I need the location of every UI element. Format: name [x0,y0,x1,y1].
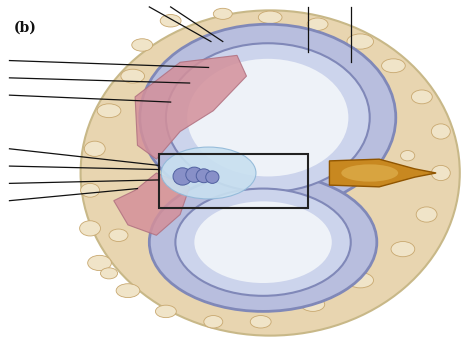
Ellipse shape [140,24,396,211]
Ellipse shape [132,39,153,51]
Ellipse shape [196,169,211,183]
Ellipse shape [307,18,328,30]
Ellipse shape [161,147,256,199]
Ellipse shape [160,15,181,27]
Ellipse shape [258,11,282,24]
Bar [159,154,308,208]
Ellipse shape [204,316,223,328]
Ellipse shape [100,268,118,279]
Ellipse shape [121,69,145,83]
Ellipse shape [166,43,370,192]
Ellipse shape [81,10,460,336]
Ellipse shape [175,189,351,296]
Ellipse shape [341,164,398,182]
Ellipse shape [411,90,432,104]
Ellipse shape [116,284,140,298]
Ellipse shape [81,183,100,197]
Ellipse shape [194,201,332,283]
Ellipse shape [276,29,293,40]
Ellipse shape [431,165,450,181]
Ellipse shape [84,141,105,156]
Ellipse shape [186,167,203,182]
Ellipse shape [250,316,271,328]
Ellipse shape [347,34,374,49]
Ellipse shape [155,305,176,318]
Ellipse shape [371,105,388,116]
Polygon shape [135,55,246,159]
Ellipse shape [80,221,100,236]
Ellipse shape [206,171,219,183]
Ellipse shape [382,59,405,73]
Polygon shape [329,159,436,187]
Ellipse shape [88,255,111,271]
Ellipse shape [401,151,415,161]
Ellipse shape [187,59,348,176]
Ellipse shape [109,229,128,242]
Text: (b): (b) [14,21,37,35]
Ellipse shape [301,298,325,311]
Ellipse shape [97,104,121,118]
Ellipse shape [173,168,192,185]
Ellipse shape [416,207,437,222]
Ellipse shape [431,124,450,139]
Ellipse shape [347,273,374,288]
Ellipse shape [213,8,232,19]
Polygon shape [114,173,190,235]
Ellipse shape [332,53,351,65]
Ellipse shape [149,173,377,311]
Ellipse shape [391,242,415,257]
